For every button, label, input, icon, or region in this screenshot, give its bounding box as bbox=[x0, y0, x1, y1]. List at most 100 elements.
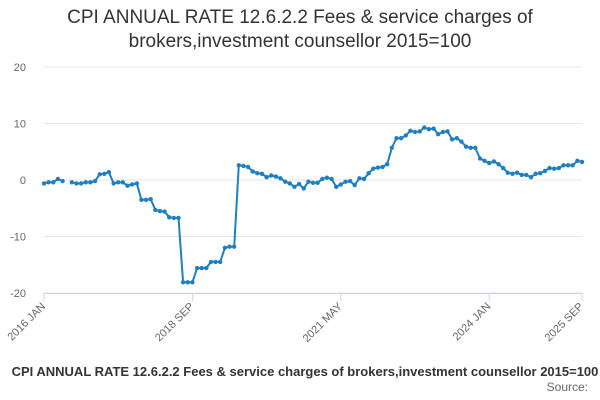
data-point bbox=[398, 136, 404, 141]
data-point bbox=[106, 169, 112, 175]
data-point bbox=[139, 197, 144, 202]
data-point bbox=[454, 136, 459, 141]
data-point bbox=[269, 173, 274, 178]
data-point bbox=[241, 163, 246, 169]
data-point bbox=[357, 176, 362, 181]
data-point bbox=[463, 144, 469, 149]
data-point bbox=[264, 175, 269, 180]
data-point bbox=[278, 176, 283, 181]
data-point bbox=[528, 175, 534, 180]
data-point bbox=[162, 209, 167, 214]
data-point bbox=[556, 165, 561, 171]
data-point bbox=[176, 215, 181, 221]
data-point bbox=[501, 165, 506, 171]
data-point bbox=[292, 184, 297, 189]
data-point bbox=[408, 128, 413, 133]
data-point bbox=[310, 180, 316, 185]
data-point bbox=[445, 129, 450, 134]
series-line bbox=[43, 126, 583, 284]
data-point bbox=[375, 165, 381, 170]
data-point bbox=[255, 171, 260, 176]
data-point bbox=[208, 259, 214, 265]
data-point bbox=[426, 127, 432, 132]
data-point bbox=[190, 280, 195, 285]
data-point bbox=[482, 158, 487, 163]
data-point bbox=[69, 180, 75, 185]
data-point bbox=[496, 162, 501, 167]
data-point bbox=[565, 163, 571, 168]
data-point bbox=[394, 136, 399, 141]
data-point bbox=[55, 176, 61, 182]
data-point bbox=[329, 176, 334, 182]
y-tick-label: 20 bbox=[14, 62, 26, 74]
data-point bbox=[510, 171, 515, 176]
data-point bbox=[296, 181, 302, 187]
data-point bbox=[194, 265, 200, 271]
data-point bbox=[88, 180, 93, 185]
data-point bbox=[514, 170, 520, 175]
data-point bbox=[111, 181, 116, 186]
data-point bbox=[552, 166, 557, 171]
data-point bbox=[324, 175, 330, 180]
chart-caption: CPI ANNUAL RATE 12.6.2.2 Fees & service … bbox=[11, 364, 599, 379]
data-point bbox=[287, 181, 292, 186]
data-point bbox=[575, 158, 580, 163]
data-point bbox=[116, 180, 121, 185]
data-point bbox=[334, 184, 339, 189]
data-point bbox=[97, 172, 102, 177]
data-point bbox=[570, 163, 575, 168]
data-point bbox=[301, 186, 306, 191]
y-tick-label: 0 bbox=[20, 175, 26, 187]
data-point bbox=[250, 169, 255, 174]
data-point bbox=[185, 280, 190, 285]
data-point bbox=[232, 244, 237, 249]
y-tick-label: 10 bbox=[14, 119, 26, 131]
data-point bbox=[143, 197, 149, 202]
data-point bbox=[338, 182, 343, 187]
data-point bbox=[436, 132, 441, 137]
data-point bbox=[41, 181, 47, 186]
x-tick-label: 2021 MAY bbox=[301, 300, 346, 345]
data-point bbox=[180, 280, 186, 285]
data-point bbox=[236, 163, 241, 168]
data-point bbox=[561, 163, 566, 168]
data-point bbox=[347, 178, 353, 184]
y-tick-label: -10 bbox=[10, 232, 26, 244]
data-point bbox=[148, 197, 153, 202]
data-point bbox=[245, 164, 251, 170]
source-label: Source: bbox=[546, 380, 588, 394]
data-point bbox=[153, 207, 158, 213]
data-point bbox=[343, 179, 348, 184]
data-point bbox=[459, 139, 464, 144]
data-point bbox=[46, 180, 51, 185]
data-point bbox=[491, 159, 497, 164]
data-point bbox=[519, 172, 524, 178]
data-point bbox=[422, 125, 427, 130]
data-point bbox=[78, 181, 84, 186]
data-point bbox=[83, 180, 88, 185]
data-point bbox=[315, 180, 320, 185]
data-point bbox=[120, 180, 126, 185]
chart-title-line-1: CPI ANNUAL RATE 12.6.2.2 Fees & service … bbox=[67, 7, 533, 28]
data-point bbox=[92, 178, 98, 184]
data-point bbox=[74, 181, 79, 186]
data-point bbox=[213, 259, 218, 265]
y-tick-label: -20 bbox=[10, 288, 26, 300]
chart-title-line-2: brokers,investment counsellor 2015=100 bbox=[128, 31, 472, 52]
data-point bbox=[361, 176, 367, 182]
x-tick-label: 2018 SEP bbox=[153, 301, 197, 345]
data-point bbox=[51, 180, 56, 185]
data-point bbox=[129, 182, 135, 187]
data-point bbox=[468, 145, 473, 150]
data-point bbox=[380, 164, 385, 170]
chart-title: CPI ANNUAL RATE 12.6.2.2 Fees & service … bbox=[0, 6, 600, 54]
data-point bbox=[412, 129, 418, 135]
data-point bbox=[579, 159, 585, 165]
data-point bbox=[440, 129, 446, 135]
data-point bbox=[320, 176, 325, 182]
data-point bbox=[371, 166, 376, 171]
data-point bbox=[385, 162, 390, 167]
data-point bbox=[352, 182, 357, 188]
x-tick-label: 2016 JAN bbox=[5, 301, 48, 344]
